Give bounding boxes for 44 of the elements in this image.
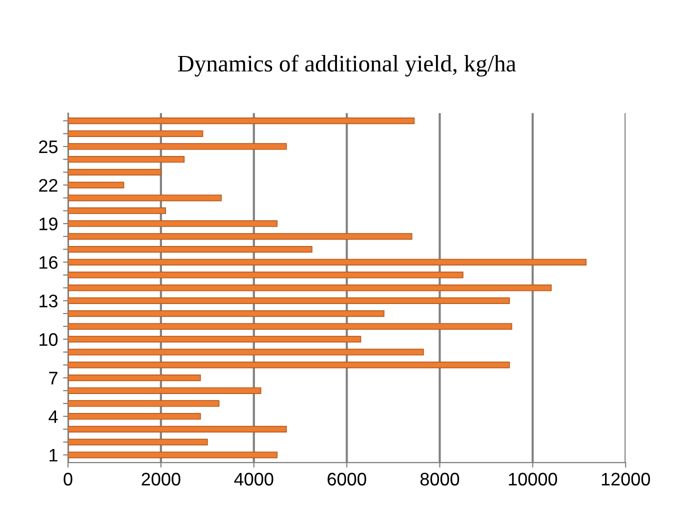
bar <box>68 207 166 214</box>
bar <box>68 310 384 317</box>
bar <box>68 258 587 266</box>
bar <box>68 362 510 368</box>
bar <box>68 336 362 343</box>
bar <box>68 452 278 458</box>
x-tick-label: 6000 <box>328 472 366 486</box>
bar <box>68 413 201 420</box>
bar <box>68 323 512 330</box>
bar <box>68 194 222 202</box>
bar <box>68 387 262 394</box>
x-tick-label: 0 <box>64 472 72 486</box>
y-tick-label: 1 <box>50 449 58 462</box>
x-tick-label: 4000 <box>234 472 274 486</box>
x-tick-label: 2000 <box>142 472 180 486</box>
x-tick-label: 12000 <box>602 472 650 486</box>
bar <box>68 272 464 278</box>
y-tick-label: 13 <box>40 294 58 308</box>
bar <box>68 156 185 163</box>
bar <box>68 168 162 176</box>
bar <box>68 426 287 432</box>
chart-title: Dynamics of additional yield, kg/ha <box>178 54 516 77</box>
y-tick-label: 25 <box>39 140 58 154</box>
bar <box>68 182 124 188</box>
bar <box>68 246 312 253</box>
x-tick-label: 10000 <box>508 472 558 486</box>
bar <box>68 233 412 240</box>
bar <box>68 284 552 292</box>
y-tick-label: 16 <box>40 256 58 269</box>
bar <box>68 143 287 150</box>
bar <box>68 117 415 124</box>
bar <box>68 400 220 407</box>
y-tick-label: 10 <box>40 333 58 346</box>
bar <box>68 220 278 227</box>
y-tick-label: 4 <box>48 410 58 423</box>
bar <box>68 297 510 304</box>
y-tick-label: 19 <box>40 218 58 230</box>
y-tick-label: 7 <box>49 372 58 384</box>
bar <box>68 348 424 356</box>
x-tick-label: 8000 <box>420 472 460 486</box>
y-tick-label: 22 <box>39 178 58 192</box>
bar <box>68 374 201 382</box>
bar <box>68 438 208 446</box>
bar <box>68 130 204 137</box>
